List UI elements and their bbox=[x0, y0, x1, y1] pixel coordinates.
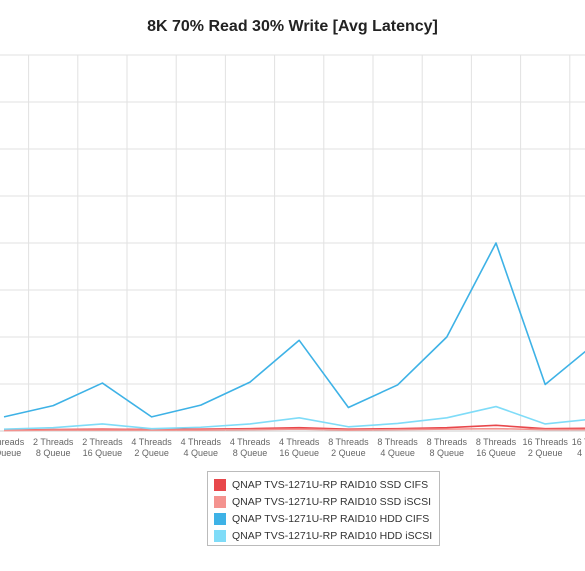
x-tick-label: 8 Threads 16 Queue bbox=[476, 437, 517, 458]
x-tick-label: 8 Threads 8 Queue bbox=[427, 437, 468, 458]
x-tick-label: 4 Threads 2 Queue bbox=[131, 437, 172, 458]
series-line-3 bbox=[3, 242, 585, 418]
legend-item: QNAP TVS-1271U-RP RAID10 SSD CIFS bbox=[214, 476, 433, 493]
x-tick-label: 4 Threads 4 Queue bbox=[181, 437, 222, 458]
series-line-1 bbox=[3, 424, 585, 431]
legend-item: QNAP TVS-1271U-RP RAID10 HDD iSCSI bbox=[214, 527, 433, 544]
legend-swatch bbox=[214, 478, 226, 491]
legend-swatch bbox=[214, 495, 226, 508]
x-tick-label: 2 Threads 8 Queue bbox=[33, 437, 74, 458]
x-tick-label: 8 Threads 2 Queue bbox=[328, 437, 369, 458]
legend-label: QNAP TVS-1271U-RP RAID10 SSD iSCSI bbox=[232, 495, 431, 508]
legend-swatch bbox=[214, 512, 226, 525]
legend-item: QNAP TVS-1271U-RP RAID10 HDD CIFS bbox=[214, 510, 433, 527]
legend-label: QNAP TVS-1271U-RP RAID10 HDD CIFS bbox=[232, 512, 430, 525]
chart-title: 8K 70% Read 30% Write [Avg Latency] bbox=[147, 18, 438, 35]
x-tick-label: 16 Threads 2 Queue bbox=[523, 437, 569, 458]
legend-label: QNAP TVS-1271U-RP RAID10 HDD iSCSI bbox=[232, 529, 433, 542]
chart-grid bbox=[0, 54, 585, 432]
x-tick-label: 4 Threads 16 Queue bbox=[279, 437, 320, 458]
series-line-2 bbox=[3, 427, 585, 432]
legend-swatch bbox=[214, 529, 226, 542]
x-tick-label: 8 Threads 4 Queue bbox=[377, 437, 418, 458]
legend-item: QNAP TVS-1271U-RP RAID10 SSD iSCSI bbox=[214, 493, 433, 510]
legend-label: QNAP TVS-1271U-RP RAID10 SSD CIFS bbox=[232, 478, 429, 491]
chart-series bbox=[3, 242, 585, 432]
x-tick-label: 4 Threads 8 Queue bbox=[230, 437, 271, 458]
series-line-4 bbox=[3, 405, 585, 430]
x-tick-label: 2 Threads 16 Queue bbox=[82, 437, 123, 458]
chart-legend: QNAP TVS-1271U-RP RAID10 SSD CIFS QNAP TV… bbox=[207, 471, 440, 546]
